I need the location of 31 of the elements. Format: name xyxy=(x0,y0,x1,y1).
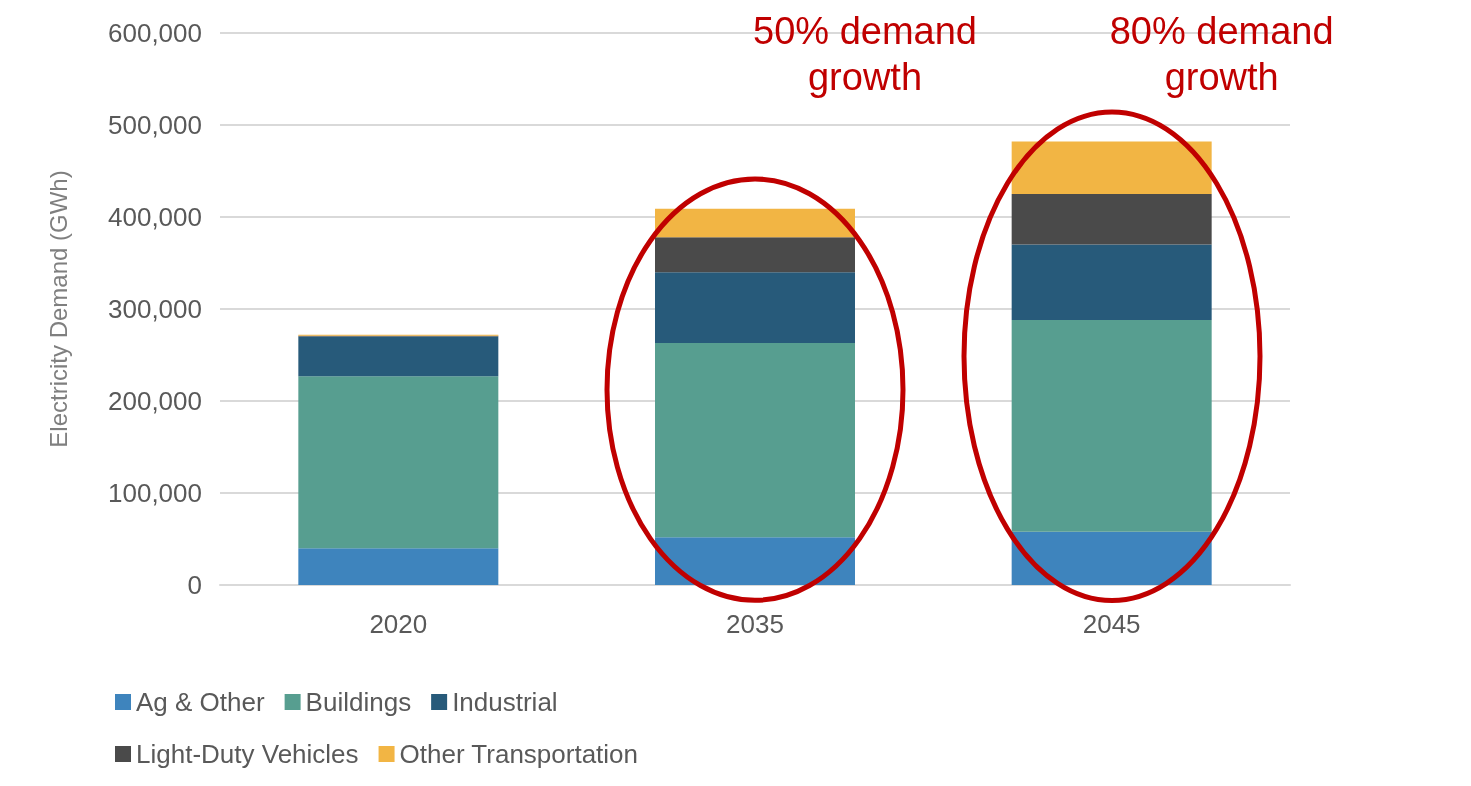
bar xyxy=(298,376,499,549)
bar xyxy=(655,343,855,538)
bar xyxy=(655,272,855,344)
bar xyxy=(1011,320,1212,532)
y-tick-label: 200,000 xyxy=(108,386,202,416)
legend-label: Ag & Other xyxy=(136,687,265,717)
legend-label: Other Transportation xyxy=(399,739,639,769)
y-tick-label: 500,000 xyxy=(108,110,202,140)
y-tick-label: 400,000 xyxy=(108,202,202,232)
bar xyxy=(655,237,855,273)
bar xyxy=(1011,141,1212,194)
x-tick-label: 2045 xyxy=(1082,609,1141,639)
bar xyxy=(298,336,499,377)
bar xyxy=(298,548,499,585)
bar xyxy=(1011,531,1212,585)
annotation: 50% demand growth xyxy=(752,9,978,100)
legend-label: Industrial xyxy=(452,687,558,717)
bar xyxy=(1011,194,1212,245)
bar xyxy=(1011,244,1212,321)
y-tick-label: 100,000 xyxy=(108,478,202,508)
y-tick-label: 300,000 xyxy=(108,294,202,324)
x-tick-label: 2020 xyxy=(369,609,428,639)
bar xyxy=(655,208,855,238)
legend-label: Buildings xyxy=(305,687,412,717)
y-axis-title: Electricity Demand (GWh) xyxy=(44,170,72,448)
annotation: 80% demand growth xyxy=(1108,9,1335,100)
y-tick-label: 0 xyxy=(187,570,202,600)
y-tick-label: 600,000 xyxy=(108,18,202,48)
x-tick-label: 2035 xyxy=(726,609,784,639)
bar xyxy=(655,537,855,585)
legend-label: Light-Duty Vehicles xyxy=(136,739,359,769)
